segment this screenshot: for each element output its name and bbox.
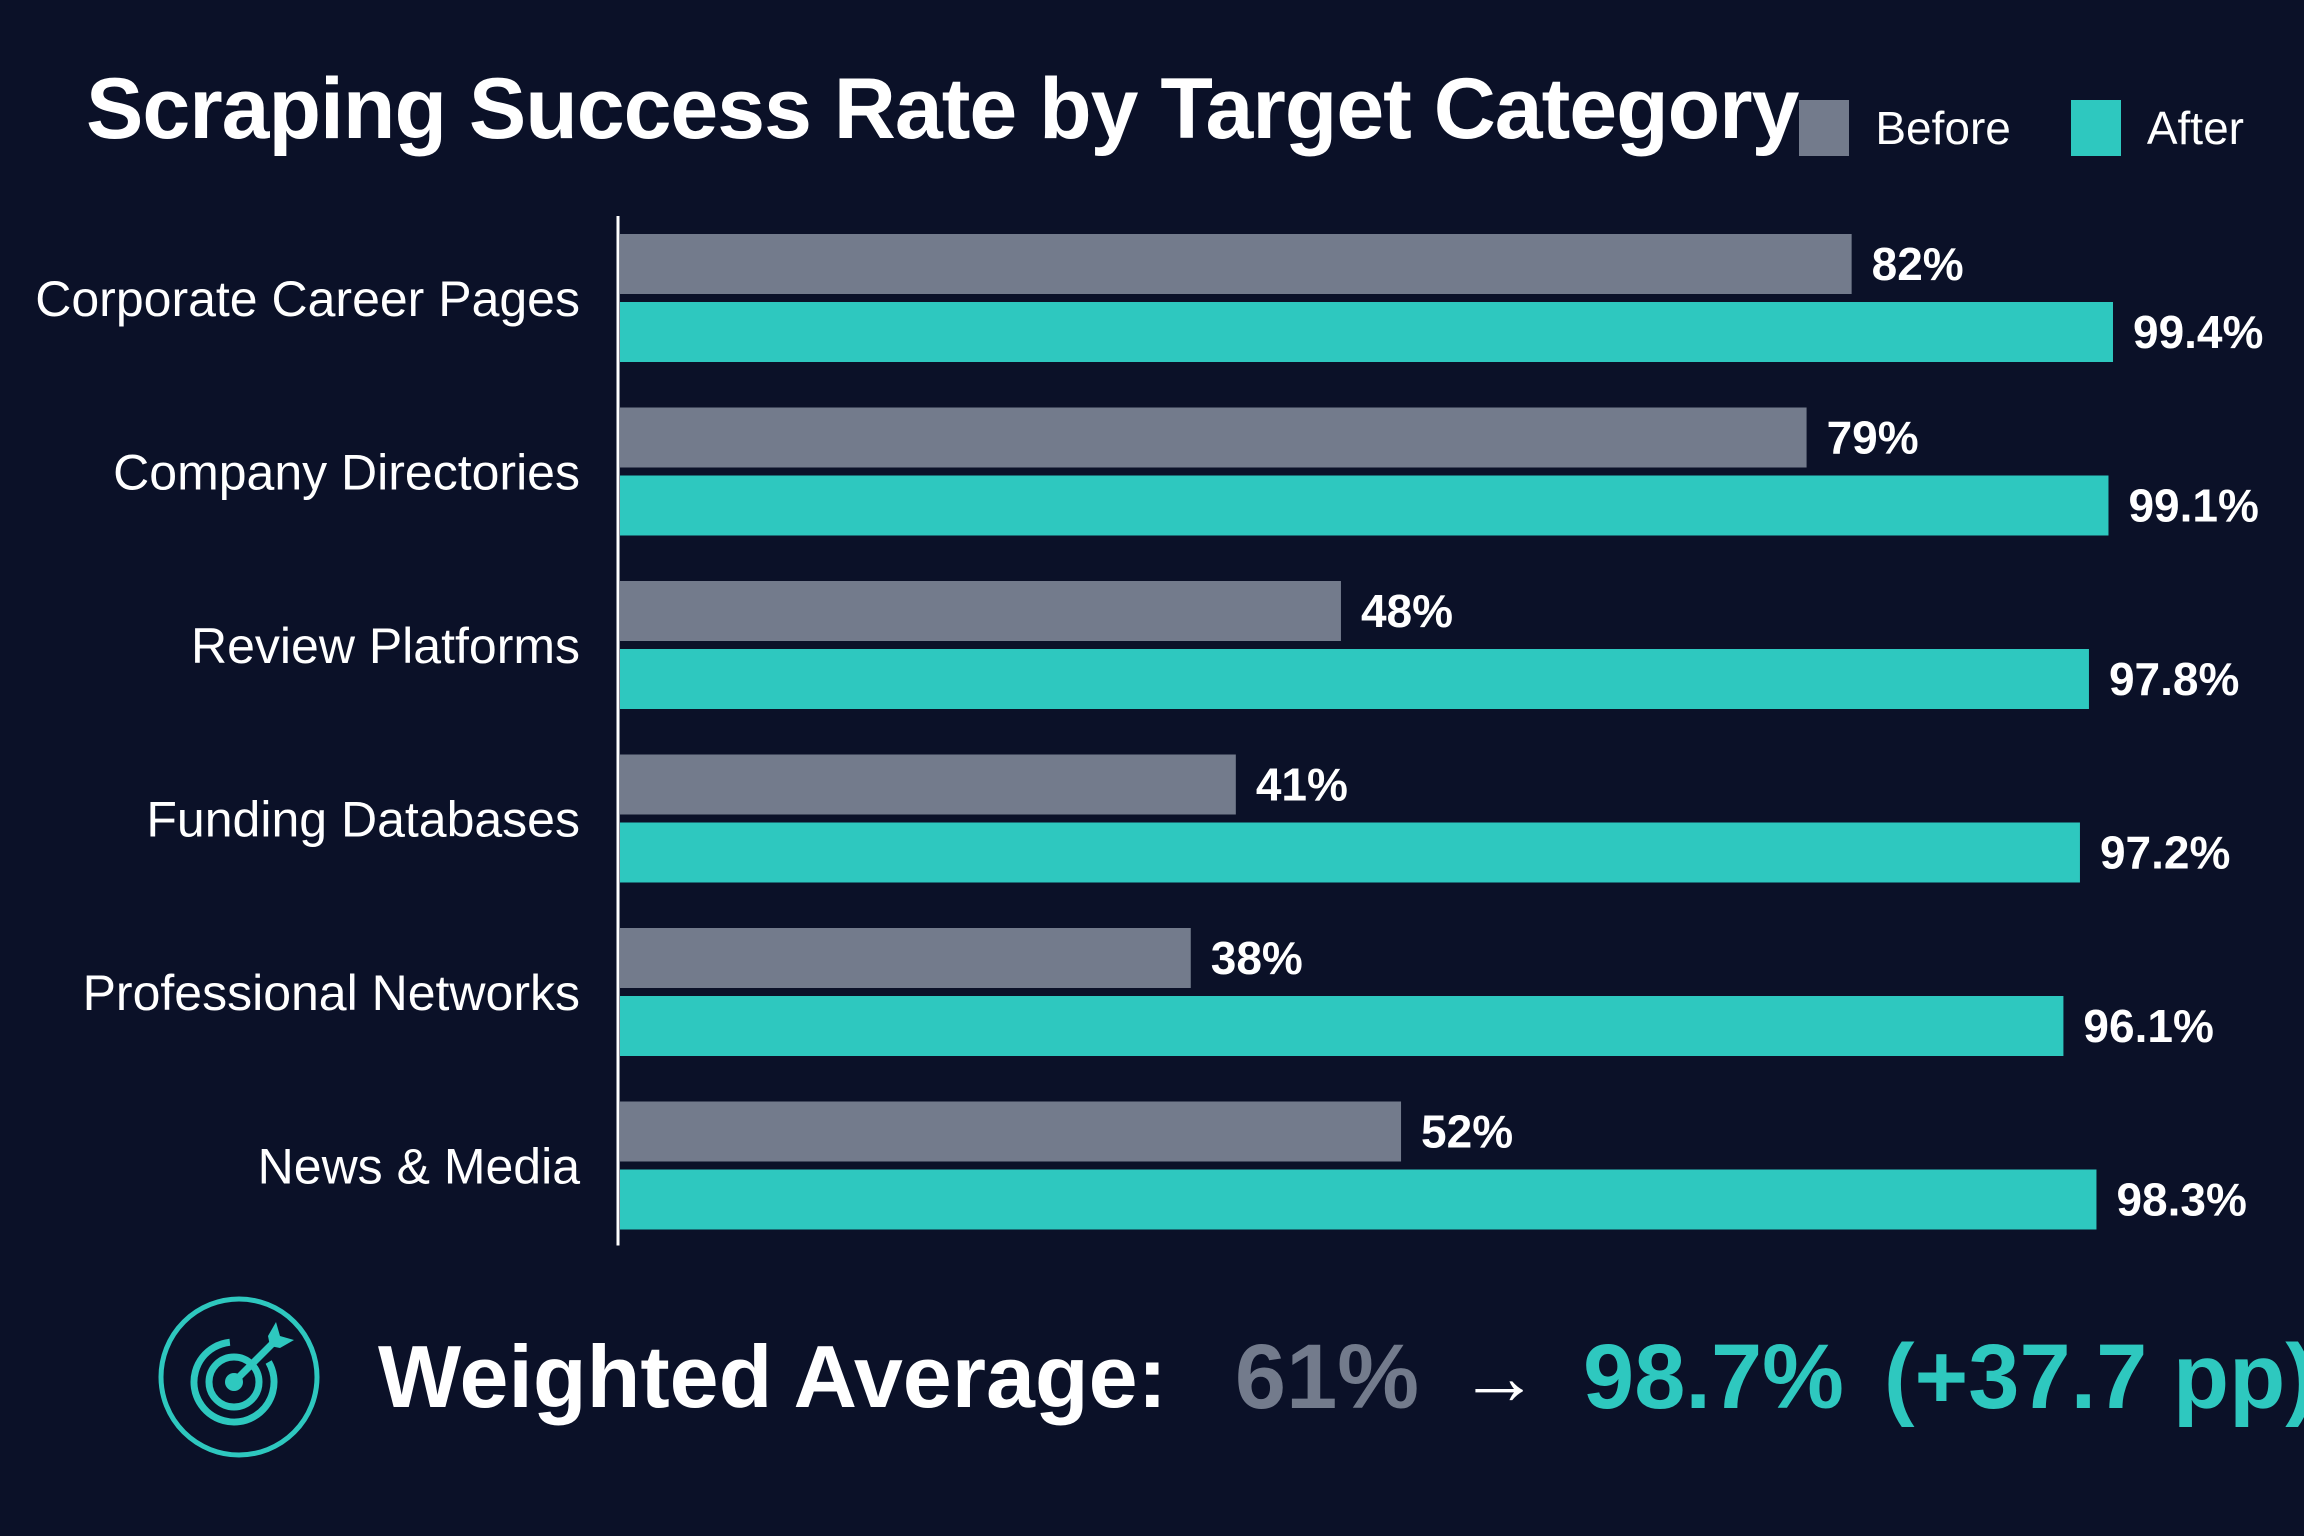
weighted-average-summary: Weighted Average: 61% → 98.7% (+37.7 pp) [156,1292,2304,1462]
data-label-after: 98.3% [2116,1174,2246,1226]
data-label-after: 97.2% [2100,827,2230,879]
data-label-before: 41% [1256,759,1348,811]
data-label-after: 97.8% [2109,653,2239,705]
data-label-before: 79% [1827,412,1919,464]
summary-before-value: 61% [1234,1325,1420,1428]
data-label-before: 48% [1361,585,1453,637]
legend-label-before: Before [1875,102,2011,154]
data-label-before: 52% [1421,1106,1513,1158]
chart-title: Scraping Success Rate by Target Category [86,61,1799,157]
legend-item-before: Before [1799,100,2011,156]
bar-chart: Corporate Career Pages 82% 99.4% Company Di… [35,216,2263,1246]
category-label: Funding Databases [146,792,580,848]
bar-before [620,1101,1402,1162]
bar-after [620,475,2109,536]
legend-label-after: After [2146,102,2244,154]
summary-delta-value: (+37.7 pp) [1883,1325,2304,1428]
data-label-after: 96.1% [2083,1000,2213,1052]
bar-before [620,928,1191,988]
category-label: Company Directories [113,445,580,501]
summary-after-value: 98.7% [1583,1325,1844,1428]
legend-item-after: After [2070,100,2244,156]
bar-before [620,407,1807,468]
category-label: Professional Networks [83,965,580,1021]
bar-after [620,302,2113,362]
summary-label: Weighted Average: [378,1327,1167,1426]
bar-after [620,996,2064,1056]
category-label: Corporate Career Pages [35,271,580,327]
target-icon [158,1296,320,1458]
data-label-after: 99.4% [2133,306,2263,358]
category-label: News & Media [258,1139,581,1195]
bar-before [620,234,1852,294]
bar-after [620,649,2089,709]
data-label-after: 99.1% [2128,480,2258,532]
bar-after [620,1169,2097,1230]
data-label-before: 82% [1872,238,1964,290]
summary-arrow: → [1459,1332,1540,1421]
bar-after [620,822,2080,883]
bar-before [620,581,1341,641]
bar-before [620,754,1236,815]
legend-swatch-after [2070,100,2121,156]
category-label: Review Platforms [191,618,580,674]
chart-legend: Before After [1739,100,2244,156]
data-label-before: 38% [1211,932,1303,984]
legend-swatch-before [1799,100,1850,156]
